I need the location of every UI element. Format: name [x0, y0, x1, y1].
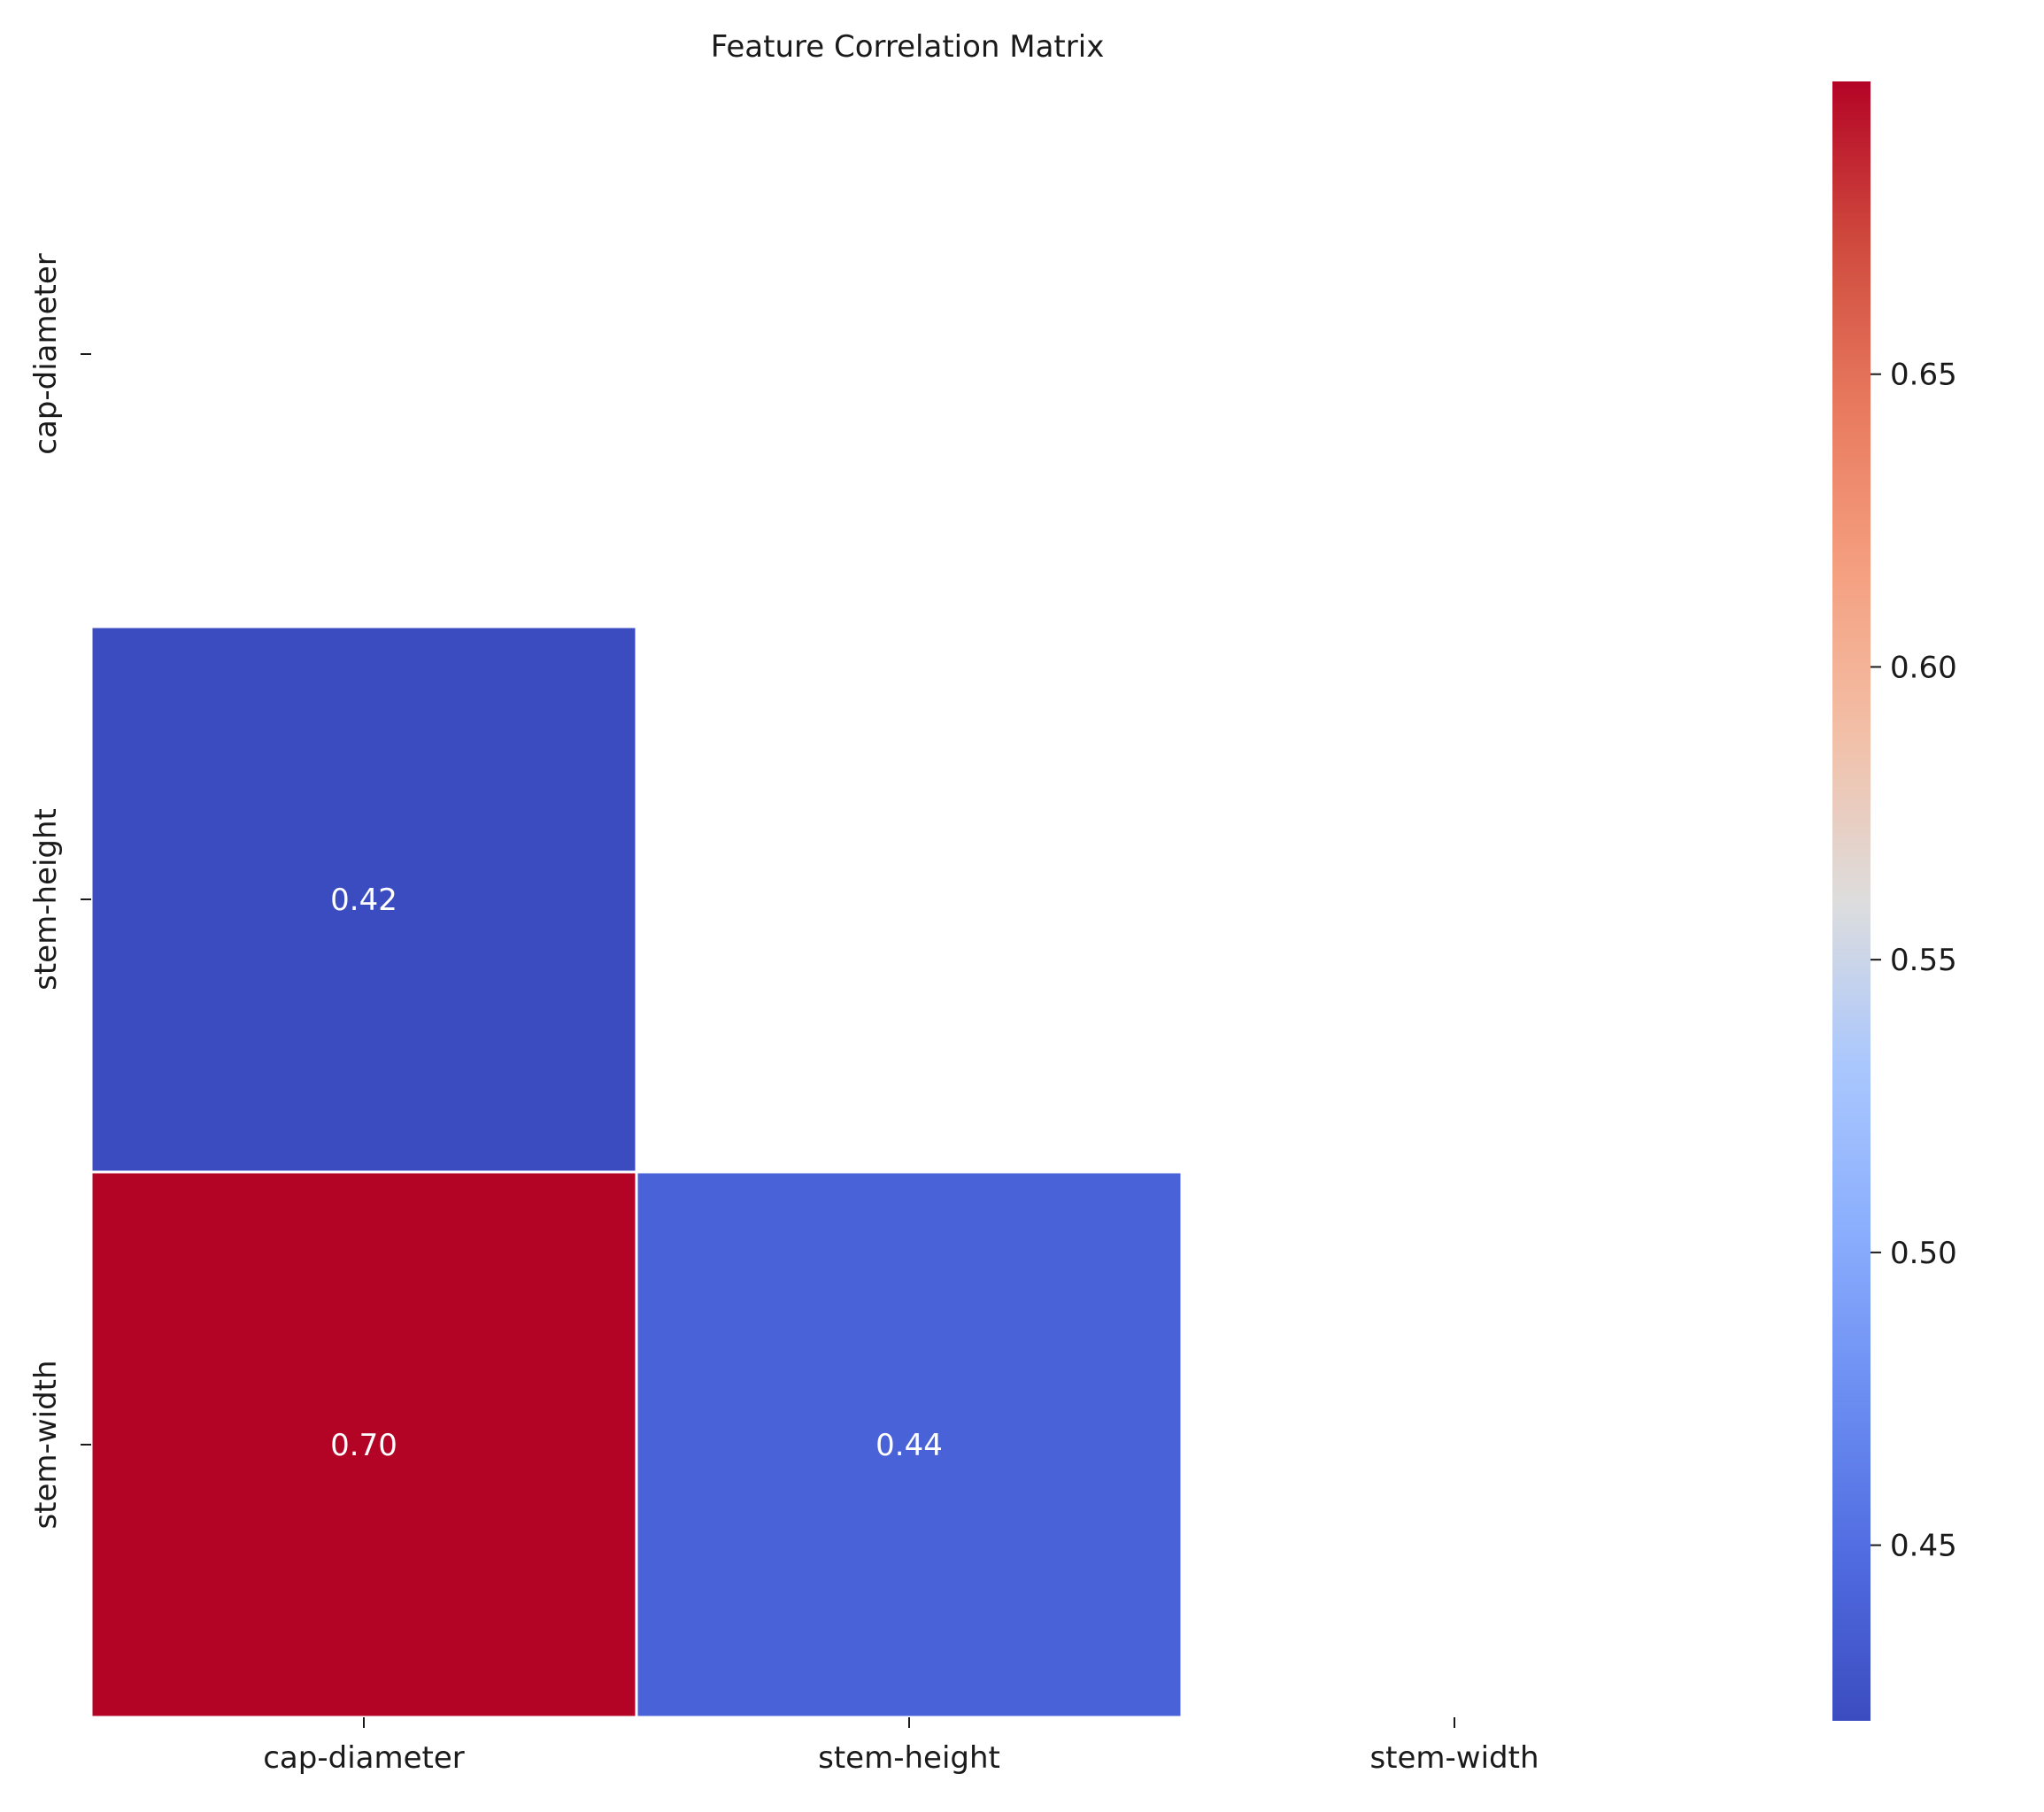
colorbar-gradient	[1832, 81, 1870, 1721]
y-axis: cap-diameter stem-height stem-width	[28, 253, 91, 1530]
x-tick-label: cap-diameter	[263, 1740, 465, 1776]
cell-value-label: 0.70	[330, 1428, 397, 1463]
cell-annotations: 0.42 0.70 0.44	[330, 883, 943, 1463]
y-tick-label: cap-diameter	[28, 253, 64, 455]
colorbar-tick-label: 0.65	[1890, 358, 1957, 393]
colorbar-tick-label: 0.50	[1890, 1236, 1957, 1271]
colorbar: 0.45 0.50 0.55 0.60 0.65	[1832, 81, 1957, 1721]
heatmap-cells	[89, 625, 1184, 1719]
cell-value-label: 0.44	[875, 1428, 943, 1463]
heatmap-cell	[89, 625, 638, 1174]
heatmap-cell	[89, 1170, 638, 1719]
cell-value-label: 0.42	[330, 883, 397, 918]
colorbar-tick-label: 0.55	[1890, 943, 1957, 978]
y-tick-label: stem-height	[28, 808, 64, 991]
colorbar-tick-label: 0.45	[1890, 1529, 1957, 1564]
colorbar-tick-label: 0.60	[1890, 650, 1957, 685]
x-tick-label: stem-width	[1369, 1740, 1539, 1776]
chart-title: Feature Correlation Matrix	[711, 29, 1105, 65]
x-tick-label: stem-height	[818, 1740, 1000, 1776]
y-tick-label: stem-width	[28, 1360, 64, 1529]
x-axis: cap-diameter stem-height stem-width	[263, 1717, 1539, 1776]
heatmap-cell	[635, 1170, 1184, 1719]
